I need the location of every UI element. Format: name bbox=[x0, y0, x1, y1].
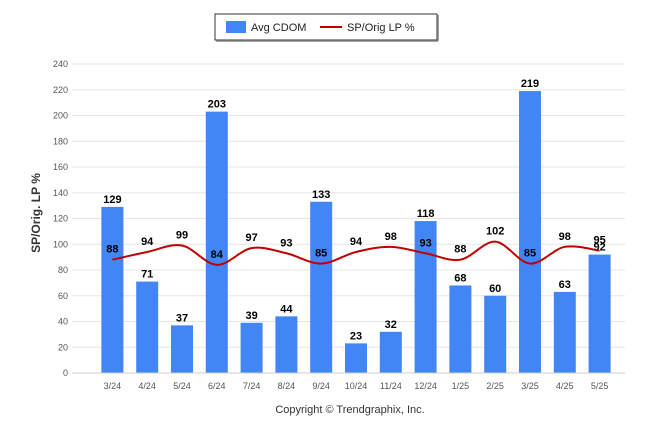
bar bbox=[553, 291, 576, 373]
bar-value-label: 37 bbox=[176, 312, 188, 324]
bar bbox=[136, 281, 159, 373]
line-value-label: 84 bbox=[211, 249, 224, 261]
x-tick-label: 7/24 bbox=[243, 381, 261, 391]
y-tick-label: 180 bbox=[53, 136, 68, 146]
x-tick-label: 12/24 bbox=[414, 381, 437, 391]
x-tick-label: 10/24 bbox=[345, 381, 368, 391]
x-tick-label: 4/24 bbox=[138, 381, 156, 391]
legend: Avg CDOM SP/Orig LP % bbox=[214, 13, 439, 42]
sp-orig-lp-line bbox=[112, 240, 600, 266]
bar bbox=[519, 91, 541, 373]
bars bbox=[101, 91, 611, 373]
bar-value-label: 44 bbox=[280, 303, 293, 315]
y-tick-label: 20 bbox=[58, 342, 68, 352]
bar bbox=[101, 206, 124, 373]
bar bbox=[310, 201, 333, 373]
line-value-label: 99 bbox=[176, 230, 188, 242]
x-tick-label: 9/24 bbox=[312, 381, 330, 391]
line-value-label: 93 bbox=[280, 237, 292, 249]
x-tick-label: 3/25 bbox=[521, 381, 539, 391]
bar-value-label: 219 bbox=[521, 78, 539, 90]
bar-value-label: 203 bbox=[208, 99, 226, 111]
line-value-label: 88 bbox=[454, 244, 466, 256]
bar-value-label: 60 bbox=[489, 283, 501, 295]
x-tick-label: 2/25 bbox=[486, 381, 504, 391]
line-value-label: 97 bbox=[245, 232, 257, 244]
y-tick-label: 60 bbox=[58, 291, 68, 301]
y-tick-label: 40 bbox=[58, 317, 68, 327]
bar-value-label: 23 bbox=[350, 330, 362, 342]
bar-value-label: 63 bbox=[559, 279, 571, 291]
bar bbox=[379, 331, 402, 373]
legend-swatch-bar bbox=[226, 21, 246, 33]
copyright-text: Copyright © Trendgraphix, Inc. bbox=[275, 404, 424, 416]
line-value-label: 85 bbox=[315, 248, 327, 260]
bar bbox=[275, 316, 298, 373]
bar-value-label: 32 bbox=[385, 319, 397, 331]
line-value-label: 93 bbox=[419, 237, 431, 249]
x-tick-label: 3/24 bbox=[104, 381, 122, 391]
line-value-label: 94 bbox=[350, 236, 363, 248]
line-data-labels: 88 94 99 84 97 93 85 94 98 93 88 102 85 98 95 bbox=[106, 226, 605, 261]
bar-value-label: 68 bbox=[454, 272, 466, 284]
bar bbox=[449, 285, 472, 373]
y-tick-labels: 0 20 40 60 80 100 120 140 160 180 200 220 240 bbox=[53, 59, 68, 378]
x-tick-label: 5/25 bbox=[591, 381, 609, 391]
line-value-label: 95 bbox=[593, 235, 605, 247]
x-tick-label: 6/24 bbox=[208, 381, 226, 391]
y-tick-label: 100 bbox=[53, 239, 68, 249]
bar bbox=[414, 221, 437, 373]
x-tick-label: 4/25 bbox=[556, 381, 574, 391]
line-value-label: 85 bbox=[524, 248, 536, 260]
bar bbox=[171, 325, 193, 373]
legend-label-bar: Avg CDOM bbox=[251, 22, 306, 34]
y-tick-label: 120 bbox=[53, 214, 68, 224]
x-tick-label: 8/24 bbox=[278, 381, 296, 391]
bar bbox=[484, 295, 507, 373]
line-value-label: 98 bbox=[559, 231, 571, 243]
y-tick-label: 220 bbox=[53, 85, 68, 95]
line-value-label: 98 bbox=[385, 231, 397, 243]
x-tick-labels: 3/24 4/24 5/24 6/24 7/24 8/24 9/24 10/24 11/24 12… bbox=[104, 381, 609, 391]
bar-value-label: 129 bbox=[103, 194, 121, 206]
y-tick-label: 160 bbox=[53, 162, 68, 172]
x-tick-label: 11/24 bbox=[380, 381, 402, 391]
bar-value-label: 133 bbox=[312, 189, 330, 201]
legend-label-line: SP/Orig LP % bbox=[347, 22, 415, 34]
y-tick-label: 80 bbox=[58, 265, 68, 275]
line-value-label: 94 bbox=[141, 236, 154, 248]
bar bbox=[345, 343, 367, 373]
bar-value-label: 118 bbox=[417, 208, 435, 220]
y-tick-label: 200 bbox=[53, 111, 68, 121]
bar bbox=[240, 322, 263, 373]
x-tick-label: 5/24 bbox=[173, 381, 191, 391]
bar bbox=[588, 254, 611, 373]
y-tick-label: 140 bbox=[53, 188, 68, 198]
x-tick-label: 1/25 bbox=[452, 381, 470, 391]
bar-value-label: 39 bbox=[245, 310, 257, 322]
y-axis-title: SP/Orig. LP % bbox=[29, 173, 43, 253]
bar-value-label: 71 bbox=[141, 269, 153, 281]
y-tick-label: 240 bbox=[53, 59, 68, 69]
y-tick-label: 0 bbox=[63, 368, 68, 378]
line-value-label: 88 bbox=[106, 244, 118, 256]
line-value-label: 102 bbox=[486, 226, 504, 238]
bar bbox=[205, 111, 228, 373]
